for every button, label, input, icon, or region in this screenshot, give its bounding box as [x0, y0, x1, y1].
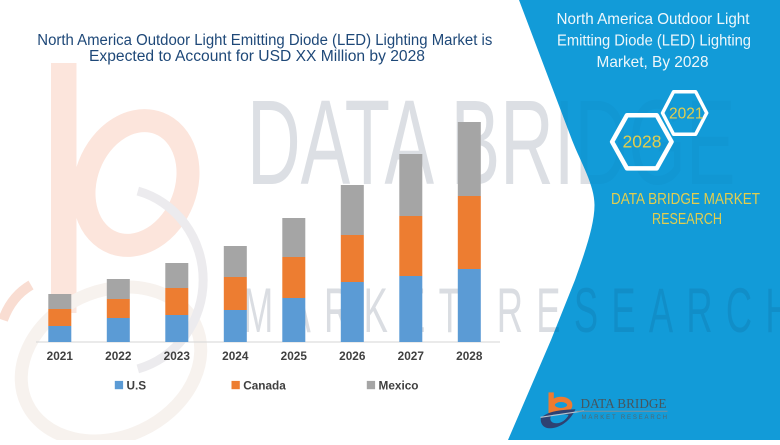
svg-text:2022: 2022 — [105, 349, 132, 363]
svg-text:2024: 2024 — [222, 349, 249, 363]
svg-text:2021: 2021 — [47, 349, 74, 363]
svg-text:North America Outdoor Light: North America Outdoor Light — [557, 11, 751, 28]
svg-text:2028: 2028 — [456, 349, 483, 363]
svg-text:2026: 2026 — [339, 349, 366, 363]
svg-text:2025: 2025 — [281, 349, 308, 363]
svg-text:DATA BRIDGE MARKET: DATA BRIDGE MARKET — [611, 191, 760, 208]
svg-text:Market, By 2028: Market, By 2028 — [597, 54, 709, 71]
svg-text:Canada: Canada — [243, 379, 286, 393]
svg-text:Mexico: Mexico — [379, 379, 419, 393]
svg-text:North America Outdoor Light Em: North America Outdoor Light Emitting Dio… — [37, 32, 492, 49]
svg-text:Emitting Diode (LED) Lighting: Emitting Diode (LED) Lighting — [557, 33, 751, 50]
svg-text:MARKET RESEARCH: MARKET RESEARCH — [582, 415, 668, 421]
svg-text:U.S: U.S — [127, 379, 147, 393]
svg-text:2028: 2028 — [623, 132, 662, 152]
svg-text:Expected to Account for USD XX: Expected to Account for USD XX Million b… — [89, 48, 425, 65]
svg-text:RESEARCH: RESEARCH — [652, 211, 722, 228]
svg-text:2023: 2023 — [164, 349, 191, 363]
svg-text:2021: 2021 — [669, 106, 703, 123]
svg-text:DATA BRIDGE: DATA BRIDGE — [581, 396, 667, 411]
svg-text:2027: 2027 — [398, 349, 425, 363]
